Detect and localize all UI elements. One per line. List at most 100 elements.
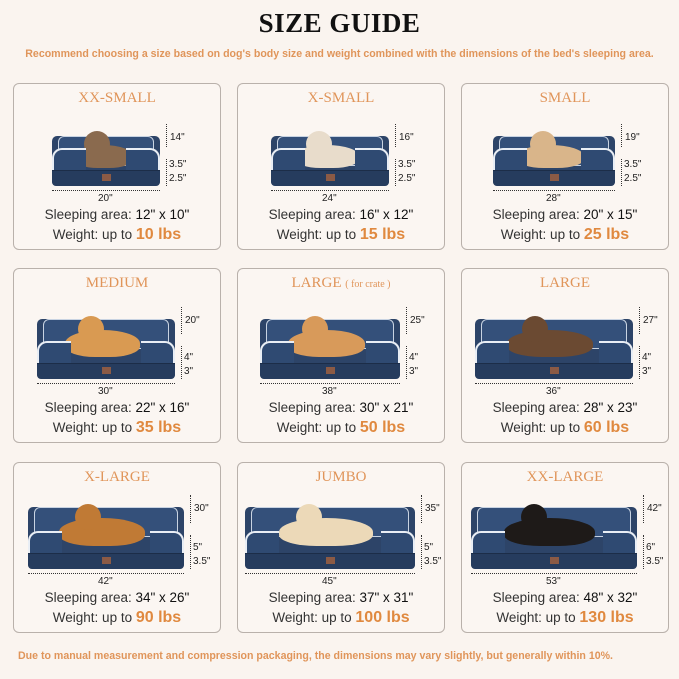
size-card: LARGE 27" 4" 3" 36" Sleeping area: 28" x… — [461, 268, 669, 443]
dog-image — [64, 315, 141, 357]
weight-limit: Weight: up to 10 lbs — [14, 226, 220, 244]
sleeping-label: Sleeping area: — [268, 400, 360, 415]
weight-limit: Weight: up to 15 lbs — [238, 226, 444, 244]
weight-value: 90 lbs — [135, 609, 182, 626]
height-dimension: 27" — [643, 315, 658, 326]
dog-image — [517, 131, 585, 168]
brand-tag — [550, 174, 559, 181]
weight-label: Weight: up to — [52, 610, 136, 625]
brand-tag — [102, 174, 111, 181]
dog-image — [288, 315, 365, 357]
base-dimension: 2.5" — [624, 173, 642, 184]
sleeping-label: Sleeping area: — [44, 400, 136, 415]
height-dimension: 14" — [170, 132, 185, 143]
bed-illustration — [493, 131, 615, 186]
brand-tag — [102, 557, 111, 564]
length-dimension: 42" — [98, 576, 113, 587]
bed-illustration — [37, 315, 175, 379]
weight-value: 100 lbs — [355, 609, 410, 626]
size-name: X-SMALL — [307, 90, 375, 106]
weight-value: 15 lbs — [359, 226, 406, 243]
base-dimension: 3" — [184, 366, 194, 377]
size-title: LARGE — [462, 275, 668, 292]
sleeping-area: Sleeping area: 37" x 31" — [238, 590, 444, 606]
subtitle: Recommend choosing a size based on dog's… — [25, 48, 654, 60]
size-name: X-LARGE — [84, 469, 150, 485]
base-dimension: 3.5" — [424, 556, 442, 567]
length-dimension: 36" — [546, 386, 561, 397]
cat-image — [73, 131, 133, 168]
sleeping-area-value: 22" x 16" — [135, 400, 190, 415]
sleeping-area-value: 37" x 31" — [359, 590, 414, 605]
size-card: SMALL 19" 3.5" 2.5" 28" Sleeping area: 2… — [461, 83, 669, 250]
weight-value: 60 lbs — [583, 419, 630, 436]
cushion-dimension: 4" — [184, 352, 194, 363]
weight-label: Weight: up to — [500, 227, 584, 242]
sleeping-label: Sleeping area: — [492, 400, 584, 415]
size-card: JUMBO 35" 5" 3.5" 45" Sleeping area: 37"… — [237, 462, 445, 633]
weight-label: Weight: up to — [52, 227, 136, 242]
weight-label: Weight: up to — [500, 420, 584, 435]
dog-image — [504, 504, 596, 547]
cushion-dimension: 6" — [646, 542, 656, 553]
sleeping-area: Sleeping area: 16" x 12" — [238, 207, 444, 223]
length-dimension: 53" — [546, 576, 561, 587]
cushion-dimension: 3.5" — [624, 159, 642, 170]
size-card: MEDIUM 20" 4" 3" 30" Sleeping area: 22" … — [13, 268, 221, 443]
dog-image — [279, 504, 373, 547]
length-dimension: 45" — [322, 576, 337, 587]
weight-value: 10 lbs — [135, 226, 182, 243]
sleeping-area: Sleeping area: 20" x 15" — [462, 207, 668, 223]
sleeping-area-value: 30" x 21" — [359, 400, 414, 415]
base-dimension: 3" — [642, 366, 652, 377]
base-dimension: 3" — [409, 366, 419, 377]
sleeping-area: Sleeping area: 48" x 32" — [462, 590, 668, 606]
sleeping-label: Sleeping area: — [44, 207, 136, 222]
brand-tag — [326, 367, 335, 374]
size-card: XX-SMALL 14" 3.5" 2.5" 20" Sleeping area… — [13, 83, 221, 250]
size-card: LARGE ( for crate ) 25" 4" 3" 38" Sleepi… — [237, 268, 445, 443]
sleeping-area: Sleeping area: 12" x 10" — [14, 207, 220, 223]
size-name: SMALL — [539, 90, 591, 106]
base-dimension: 2.5" — [398, 173, 416, 184]
sleeping-area-value: 48" x 32" — [583, 590, 638, 605]
length-dimension: 20" — [98, 193, 113, 204]
bed-illustration — [475, 315, 633, 379]
length-dimension: 24" — [322, 193, 337, 204]
height-dimension: 20" — [185, 315, 200, 326]
bed-illustration — [245, 504, 415, 569]
cushion-dimension: 4" — [409, 352, 419, 363]
brand-tag — [550, 557, 559, 564]
size-name: MEDIUM — [85, 275, 149, 291]
weight-limit: Weight: up to 90 lbs — [14, 609, 220, 627]
height-dimension: 19" — [625, 132, 640, 143]
weight-label: Weight: up to — [496, 610, 580, 625]
sleeping-label: Sleeping area: — [492, 590, 584, 605]
size-card: XX-LARGE 42" 6" 3.5" 53" Sleeping area: … — [461, 462, 669, 633]
size-name: XX-LARGE — [526, 469, 604, 485]
size-card: X-SMALL 16" 3.5" 2.5" 24" Sleeping area:… — [237, 83, 445, 250]
height-dimension: 25" — [410, 315, 425, 326]
weight-value: 130 lbs — [579, 609, 634, 626]
weight-limit: Weight: up to 130 lbs — [462, 609, 668, 627]
weight-value: 35 lbs — [135, 419, 182, 436]
sleeping-area-value: 12" x 10" — [135, 207, 190, 222]
dog-image — [294, 131, 360, 168]
sleeping-area-value: 16" x 12" — [359, 207, 414, 222]
brand-tag — [102, 367, 111, 374]
weight-limit: Weight: up to 35 lbs — [14, 419, 220, 437]
size-title: X-LARGE — [14, 469, 220, 486]
sleeping-area-value: 28" x 23" — [583, 400, 638, 415]
weight-label: Weight: up to — [52, 420, 136, 435]
size-title: JUMBO — [238, 469, 444, 486]
height-dimension: 16" — [399, 132, 414, 143]
sleeping-label: Sleeping area: — [492, 207, 584, 222]
size-title: XX-LARGE — [462, 469, 668, 486]
size-title: X-SMALL — [238, 90, 444, 107]
weight-value: 50 lbs — [359, 419, 406, 436]
cushion-dimension: 5" — [424, 542, 434, 553]
weight-limit: Weight: up to 60 lbs — [462, 419, 668, 437]
size-title: XX-SMALL — [14, 90, 220, 107]
footer-note: Due to manual measurement and compressio… — [18, 650, 613, 662]
sleeping-area-value: 20" x 15" — [583, 207, 638, 222]
